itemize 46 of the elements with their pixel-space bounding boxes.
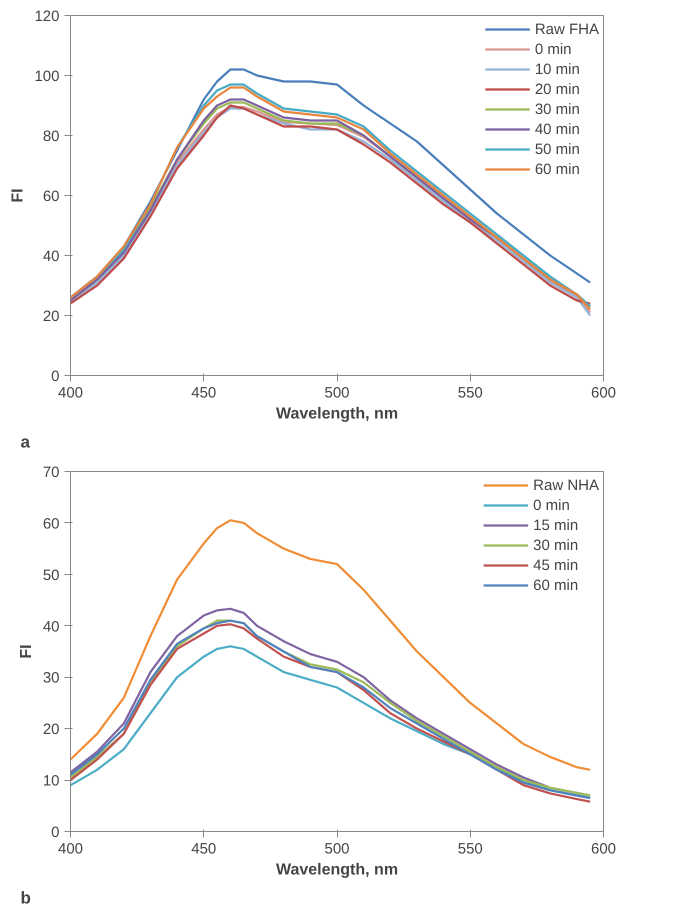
y-tick-label: 60 xyxy=(42,188,60,205)
y-tick-label: 0 xyxy=(51,824,60,841)
legend-label: 50 min xyxy=(534,140,580,158)
y-tick-label: 20 xyxy=(42,721,60,738)
legend-label: 45 min xyxy=(533,556,578,574)
legend-label: Raw NHA xyxy=(533,476,599,494)
y-tick-label: 30 xyxy=(42,670,60,687)
y-tick-label: 60 xyxy=(42,515,60,532)
x-tick-label: 400 xyxy=(58,840,84,858)
legend-label: 60 min xyxy=(534,160,580,178)
legend-label: 15 min xyxy=(533,516,578,534)
legend-label: 0 min xyxy=(534,40,572,58)
x-tick-label: 400 xyxy=(58,384,84,402)
y-tick-label: 0 xyxy=(51,368,60,385)
x-tick-label: 500 xyxy=(324,840,350,858)
x-axis-title: Wavelength, nm xyxy=(276,862,398,878)
y-tick-label: 20 xyxy=(42,308,60,325)
legend-label: Raw FHA xyxy=(534,20,599,38)
legend-label: 10 min xyxy=(534,60,580,78)
line-series xyxy=(70,519,592,771)
legend-label: 40 min xyxy=(534,120,580,138)
y-axis-title: FI xyxy=(18,644,35,659)
x-tick-label: 600 xyxy=(590,840,616,858)
y-tick-label: 10 xyxy=(42,772,60,790)
y-tick-label: 120 xyxy=(34,8,60,25)
legend-label: 0 min xyxy=(533,496,570,514)
legend-label: 20 min xyxy=(534,80,580,98)
x-axis-title: Wavelength, nm xyxy=(276,406,398,422)
x-tick-label: 450 xyxy=(191,840,216,858)
x-tick-label: 600 xyxy=(590,384,616,402)
text: a xyxy=(20,432,30,452)
y-tick-label: 40 xyxy=(42,248,60,265)
legend-label: 60 min xyxy=(533,576,578,594)
x-tick-label: 500 xyxy=(324,384,350,402)
x-tick-label: 450 xyxy=(191,384,216,402)
legend-label: 30 min xyxy=(534,100,580,118)
x-tick-label: 550 xyxy=(458,384,483,402)
x-tick-label: 550 xyxy=(458,840,483,858)
y-tick-label: 50 xyxy=(42,566,60,584)
legend-label: 30 min xyxy=(533,536,578,554)
text: b xyxy=(20,888,31,908)
y-tick-label: 70 xyxy=(42,464,60,481)
y-tick-label: 80 xyxy=(42,128,60,145)
y-tick-label: 100 xyxy=(34,68,60,85)
y-axis-title: FI xyxy=(9,188,26,203)
y-tick-label: 40 xyxy=(42,618,60,636)
